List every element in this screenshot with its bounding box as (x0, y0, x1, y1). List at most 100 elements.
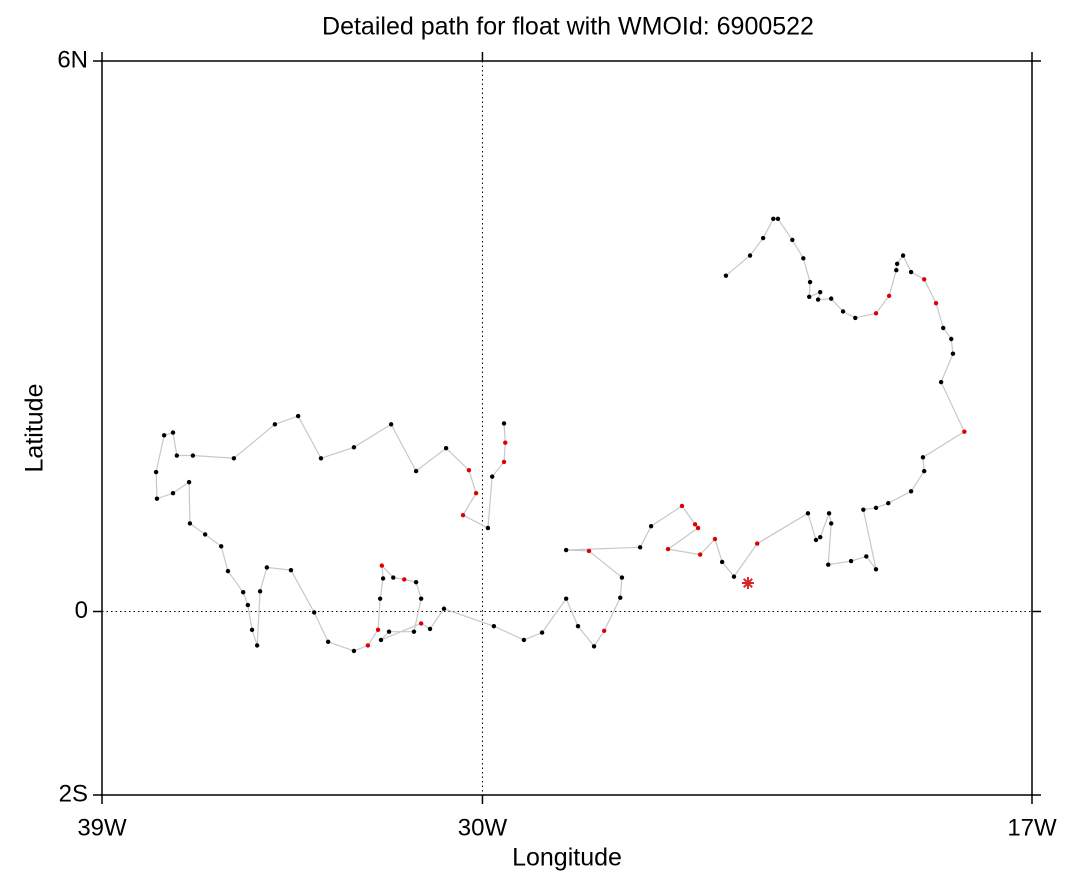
position-dot (950, 351, 956, 356)
position-dot (249, 627, 255, 633)
position-dot (591, 644, 597, 649)
position-dot (441, 606, 447, 611)
position-dot (427, 626, 433, 632)
position-dot (941, 325, 946, 331)
position-dot (807, 294, 812, 299)
plot-frame (101, 60, 1033, 796)
position-dot (295, 413, 301, 419)
position-dot (501, 459, 507, 465)
position-dot (864, 554, 869, 559)
position-dot (380, 576, 386, 581)
position-dot (586, 548, 592, 554)
position-dot (840, 309, 846, 314)
position-dot (443, 445, 449, 451)
x-tick-label: 17W (1007, 814, 1057, 841)
position-dot (818, 534, 823, 540)
position-dot (619, 575, 625, 580)
position-dot (747, 253, 753, 258)
position-dot (231, 456, 237, 461)
position-dot (648, 523, 654, 529)
position-dot (938, 379, 944, 385)
position-dot (920, 455, 926, 460)
position-dot (886, 501, 891, 506)
position-dot (922, 277, 927, 282)
position-dot (805, 511, 811, 516)
position-dot (254, 643, 260, 648)
y-axis-label: Latitude (21, 384, 49, 473)
position-dot (190, 453, 196, 458)
position-dot (900, 253, 906, 258)
position-dot (731, 574, 737, 579)
position-dot (807, 279, 813, 285)
position-dot (829, 296, 834, 301)
position-dot (908, 489, 914, 494)
position-dot (922, 468, 927, 474)
position-dot (815, 297, 821, 302)
position-dot (618, 595, 623, 600)
y-tick-label: 2S (59, 780, 88, 807)
chart-title: Detailed path for float with WMOId: 6900… (322, 13, 814, 41)
position-dot (219, 544, 224, 549)
position-dot (575, 623, 581, 629)
path-line (155, 218, 966, 652)
position-dot (723, 273, 729, 278)
position-dot (489, 474, 495, 479)
position-dot (755, 541, 760, 546)
position-dot (378, 637, 384, 643)
position-dot (325, 639, 331, 644)
position-dot (826, 511, 832, 516)
position-dot (466, 468, 472, 473)
position-dot (418, 596, 424, 601)
position-dot (225, 568, 231, 574)
position-dot (829, 521, 834, 526)
position-dot (503, 440, 508, 445)
position-dot (813, 537, 819, 543)
position-dot (539, 630, 545, 635)
position-dot (818, 290, 823, 295)
position-dot (695, 525, 701, 531)
position-dot (402, 577, 407, 582)
position-dot (264, 565, 270, 570)
position-dot (379, 563, 385, 568)
position-dot (563, 547, 569, 553)
position-dot (318, 456, 324, 461)
position-dot (312, 610, 317, 615)
y-tick-label: 6N (57, 46, 88, 73)
position-dot (637, 545, 643, 550)
x-tick-label: 39W (77, 814, 127, 841)
position-dot (697, 552, 703, 557)
position-dot (154, 496, 160, 501)
position-dot (153, 469, 159, 475)
position-dot (848, 558, 854, 564)
position-dot (485, 525, 491, 531)
position-dot (351, 445, 357, 450)
position-dot (174, 453, 180, 458)
position-dot (186, 479, 192, 485)
position-dot (692, 522, 698, 527)
position-dot (894, 261, 900, 266)
position-dot (894, 267, 899, 273)
position-dot (413, 468, 419, 474)
position-dot (411, 629, 417, 634)
position-dot (873, 567, 879, 572)
position-dot (826, 562, 831, 567)
position-dot (351, 648, 357, 654)
position-dot (602, 628, 607, 633)
position-dot (801, 256, 806, 261)
position-dot (679, 503, 685, 509)
position-dot (288, 568, 294, 573)
position-dot (418, 621, 424, 626)
position-dot (375, 627, 381, 633)
position-dot (933, 301, 939, 306)
position-dot (377, 596, 383, 601)
x-axis-label: Longitude (512, 844, 622, 872)
position-dot (665, 546, 671, 552)
position-dot (272, 422, 278, 427)
position-dot (908, 269, 914, 275)
position-dot (771, 216, 776, 222)
position-dot (170, 430, 176, 435)
position-dot (790, 237, 795, 243)
position-dot (187, 521, 193, 526)
position-dot (501, 421, 507, 426)
position-dot (853, 315, 858, 321)
